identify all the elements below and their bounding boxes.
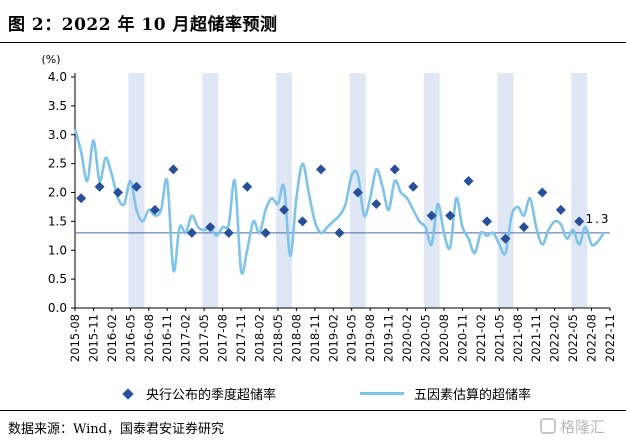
diamond-point	[242, 181, 253, 192]
y-tick-label: 0.0	[48, 301, 67, 315]
y-tick-label: 3.5	[48, 99, 67, 113]
figure-header: 图 2：2022 年 10 月超储率预测	[0, 0, 626, 44]
legend-item-diamond: 央行公布的季度超储率	[122, 384, 277, 403]
x-tick-label: 2017-05	[197, 314, 211, 362]
y-tick-label: 1.5	[48, 214, 67, 228]
diamond-point	[352, 187, 363, 198]
diamond-point	[223, 227, 234, 238]
diamond-point	[334, 227, 345, 238]
x-tick-label: 2017-08	[216, 314, 230, 362]
diamond-point	[168, 164, 179, 175]
x-tick-label: 2020-11	[455, 314, 469, 362]
diamond-point	[260, 227, 271, 238]
diamond-point	[408, 181, 419, 192]
x-tick-label: 2022-05	[566, 314, 580, 362]
x-tick-label: 2017-11	[234, 314, 248, 362]
diamond-point	[94, 181, 105, 192]
x-tick-label: 2020-05	[419, 314, 433, 362]
x-tick-label: 2016-08	[142, 314, 156, 362]
diamond-point	[574, 216, 585, 227]
figure-title: 图 2：2022 年 10 月超储率预测	[8, 15, 278, 35]
legend-label-line: 五因素估算的超储率	[414, 388, 532, 403]
diamond-point	[205, 222, 216, 233]
diamond-point	[537, 187, 548, 198]
source-note: 数据来源：Wind，国泰君安证券研究	[8, 422, 224, 437]
x-tick-label: 2021-08	[511, 314, 525, 362]
x-tick-label: 2021-02	[474, 314, 488, 362]
shaded-band	[423, 73, 440, 308]
x-tick-label: 2016-05	[123, 314, 137, 362]
diamond-point	[76, 193, 87, 204]
x-tick-label: 2019-05	[345, 314, 359, 362]
diamond-point	[279, 204, 290, 215]
diamond-point	[113, 187, 124, 198]
shaded-band	[202, 73, 219, 308]
x-tick-label: 2016-11	[160, 314, 174, 362]
x-tick-label: 2019-02	[326, 314, 340, 362]
diamond-point	[518, 222, 529, 233]
diamond-point	[131, 181, 142, 192]
reference-line-label: 1.3	[585, 212, 610, 226]
y-tick-label: 1.0	[48, 243, 67, 257]
diamond-point	[315, 164, 326, 175]
watermark: 格隆汇	[540, 414, 616, 438]
y-tick-label: 2.5	[48, 157, 67, 171]
y-tick-label: 0.5	[48, 272, 67, 286]
x-tick-label: 2021-05	[492, 314, 506, 362]
legend-item-line: 五因素估算的超储率	[360, 384, 531, 403]
x-tick-label: 2018-02	[252, 314, 266, 362]
y-unit-label: (%)	[41, 53, 60, 66]
x-tick-label: 2021-11	[529, 314, 543, 362]
diamond-marker-icon	[122, 387, 134, 400]
legend: 央行公布的季度超储率 五因素估算的超储率	[0, 378, 626, 406]
legend-label-diamond: 央行公布的季度超储率	[146, 388, 277, 403]
diamond-point	[186, 227, 197, 238]
y-tick-label: 4.0	[48, 70, 67, 84]
x-tick-label: 2017-02	[179, 314, 193, 362]
x-tick-label: 2018-11	[308, 314, 322, 362]
x-tick-label: 2018-08	[289, 314, 303, 362]
x-tick-label: 2022-02	[548, 314, 562, 362]
diamond-point	[297, 216, 308, 227]
x-tick-label: 2022-08	[585, 314, 599, 362]
footer-rule	[0, 410, 626, 411]
x-tick-label: 2018-05	[271, 314, 285, 362]
x-tick-label: 2020-08	[437, 314, 451, 362]
diamond-point	[482, 216, 493, 227]
diamond-point	[426, 210, 437, 221]
x-tick-label: 2020-02	[400, 314, 414, 362]
watermark-logo-icon	[540, 418, 556, 434]
diamond-point	[463, 175, 474, 186]
diamond-point	[371, 199, 382, 210]
diamond-point	[149, 204, 160, 215]
x-tick-label: 2022-11	[603, 314, 617, 362]
x-tick-label: 2016-02	[105, 314, 119, 362]
x-tick-label: 2019-08	[363, 314, 377, 362]
title-rule	[0, 42, 626, 43]
shaded-band	[571, 73, 588, 308]
y-tick-label: 2.0	[48, 186, 67, 200]
diamond-point	[500, 233, 511, 244]
series-line-estimated	[73, 128, 605, 275]
shaded-band	[497, 73, 514, 308]
x-tick-label: 2019-11	[382, 314, 396, 362]
diamond-point	[445, 210, 456, 221]
diamond-point	[555, 204, 566, 215]
watermark-text: 格隆汇	[560, 417, 606, 436]
chart-canvas: 0.0 0.5 1.0 1.5 2.0 2.5 3.0 3.5 4.0 (%) 2015-08 201…	[41, 53, 617, 362]
diamond-point	[389, 164, 400, 175]
x-tick-label: 2015-08	[68, 314, 82, 362]
line-marker-icon	[360, 392, 404, 395]
x-tick-label: 2015-11	[86, 314, 100, 362]
y-tick-label: 3.0	[48, 128, 67, 142]
